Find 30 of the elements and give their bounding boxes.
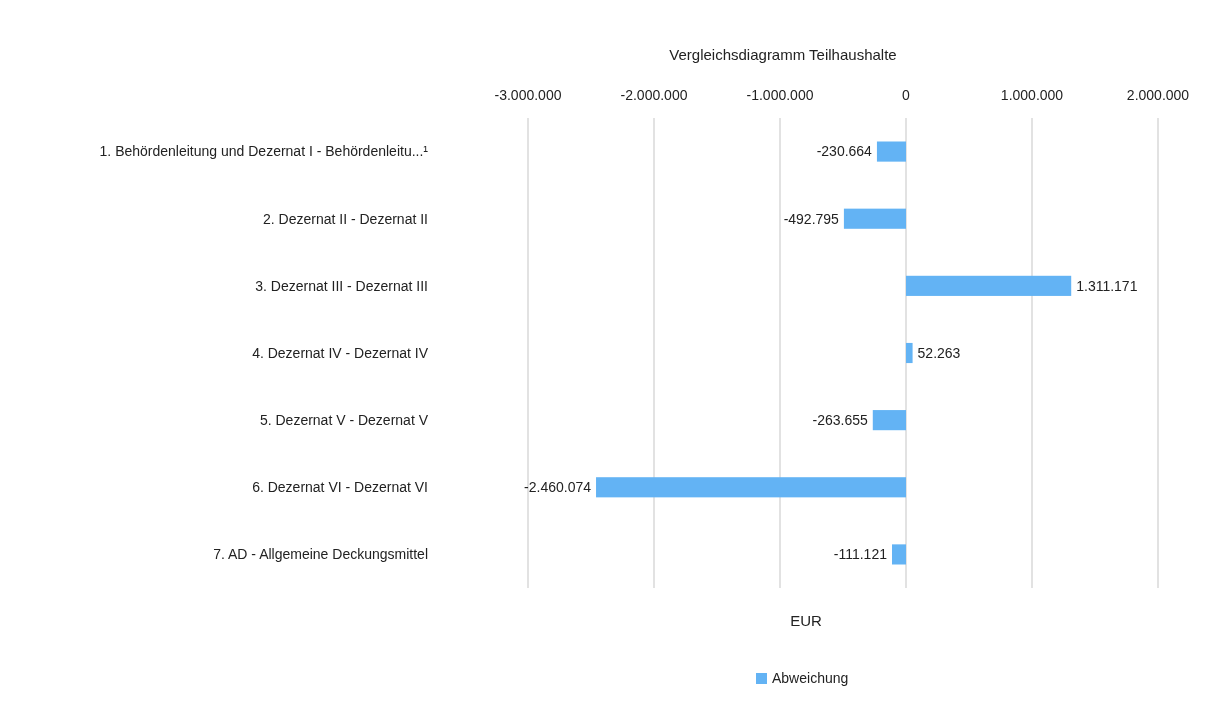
y-tick-label: 3. Dezernat III - Dezernat III bbox=[255, 277, 428, 294]
y-tick-label: 5. Dezernat V - Dezernat V bbox=[259, 412, 429, 429]
data-label: -111.121 bbox=[833, 546, 888, 563]
bar bbox=[876, 141, 906, 162]
bar bbox=[892, 544, 906, 565]
data-label: -230.664 bbox=[816, 143, 873, 160]
bar bbox=[872, 410, 906, 431]
data-label: -2.460.074 bbox=[524, 479, 592, 496]
data-label: -263.655 bbox=[812, 412, 868, 429]
bar bbox=[843, 208, 906, 229]
data-label: 1.311.171 bbox=[1076, 277, 1138, 294]
x-tick-label: 1.000.000 bbox=[1000, 87, 1064, 103]
x-tick-label: 0 bbox=[902, 87, 911, 103]
x-tick-label: -2.000.000 bbox=[620, 87, 688, 103]
bar bbox=[596, 477, 906, 498]
y-tick-label: 7. AD - Allgemeine Deckungsmittel bbox=[213, 546, 428, 563]
data-label: -492.795 bbox=[783, 210, 840, 227]
y-tick-label: 6. Dezernat VI - Dezernat VI bbox=[252, 479, 428, 496]
x-tick-label: -1.000.000 bbox=[746, 87, 814, 103]
x-tick-label: 2.000.000 bbox=[1126, 87, 1190, 103]
bar bbox=[906, 342, 913, 364]
y-tick-label: 2. Dezernat II - Dezernat II bbox=[263, 210, 428, 227]
chart-title: Vergleichsdiagramm Teilhaushalte bbox=[669, 46, 897, 63]
bar bbox=[906, 275, 1072, 296]
y-tick-label: 4. Dezernat IV - Dezernat IV bbox=[252, 344, 429, 361]
x-tick-label: -3.000.000 bbox=[494, 87, 562, 103]
data-label: 52.263 bbox=[917, 344, 961, 361]
legend-label: Abweichung bbox=[772, 670, 849, 686]
x-axis-title: EUR bbox=[790, 612, 822, 629]
y-tick-label: 1. Behördenleitung und Dezernat I - Behördenleitu...¹ bbox=[99, 143, 429, 160]
